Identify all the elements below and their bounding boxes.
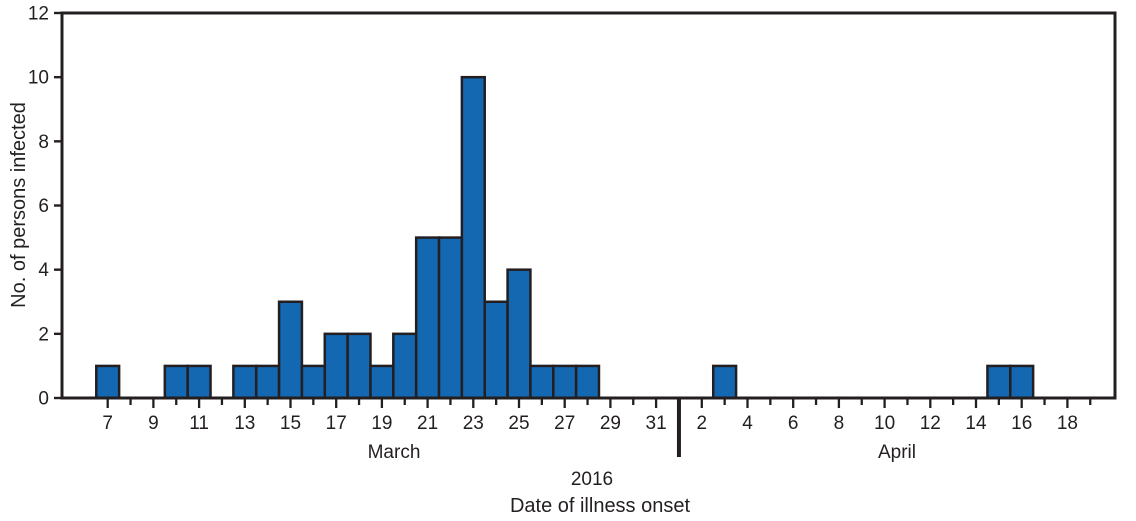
month-label-april: April bbox=[877, 442, 917, 463]
bar-march-10 bbox=[163, 364, 189, 400]
bar-march-15 bbox=[277, 300, 304, 400]
x-tick-label: 17 bbox=[326, 413, 347, 434]
year-label: 2016 bbox=[570, 469, 614, 490]
month-label-march: March bbox=[367, 442, 421, 463]
x-tick-label: 9 bbox=[148, 413, 159, 434]
bar-march-21 bbox=[414, 236, 441, 400]
plot-frame bbox=[60, 11, 1117, 400]
y-axis-title: No. of persons infected bbox=[8, 102, 30, 308]
x-tick-label: 15 bbox=[280, 413, 301, 434]
y-tick-label: 8 bbox=[38, 132, 49, 153]
bar-march-28 bbox=[574, 364, 601, 400]
bar-march-25 bbox=[506, 268, 532, 400]
x-tick-label: 6 bbox=[788, 413, 799, 434]
bar-april-15 bbox=[986, 364, 1012, 400]
x-tick-label: 18 bbox=[1057, 413, 1078, 434]
x-tick-label: 7 bbox=[102, 413, 113, 434]
y-tick-label: 10 bbox=[28, 68, 49, 89]
bar-march-7 bbox=[95, 364, 121, 400]
bar-march-22 bbox=[437, 236, 464, 400]
y-tick-label: 12 bbox=[28, 4, 49, 25]
bar-march-18 bbox=[346, 332, 372, 400]
x-tick-label: 16 bbox=[1011, 413, 1032, 434]
x-axis-title: Date of illness onset bbox=[509, 495, 691, 517]
x-tick-label: 31 bbox=[646, 413, 667, 434]
x-tick-label: 11 bbox=[189, 413, 209, 434]
bar-march-11 bbox=[186, 364, 212, 400]
bar-march-27 bbox=[552, 364, 578, 400]
x-tick-label: 27 bbox=[554, 413, 575, 434]
bar-march-17 bbox=[323, 332, 349, 400]
y-tick-label: 4 bbox=[38, 260, 49, 281]
x-tick-label: 13 bbox=[234, 413, 255, 434]
bar-april-16 bbox=[1009, 364, 1035, 400]
x-tick-label: 8 bbox=[834, 413, 845, 434]
bar-march-20 bbox=[392, 332, 418, 400]
bar-march-14 bbox=[254, 364, 281, 400]
bar-march-24 bbox=[483, 300, 509, 400]
bar-april-3 bbox=[711, 364, 738, 400]
x-tick-label: 21 bbox=[417, 413, 438, 434]
x-tick-label: 12 bbox=[920, 413, 941, 434]
bar-march-16 bbox=[300, 364, 327, 400]
x-tick-label: 25 bbox=[508, 413, 529, 434]
x-tick-label: 19 bbox=[371, 413, 392, 434]
bar-march-23 bbox=[460, 75, 486, 400]
x-tick-label: 4 bbox=[742, 413, 753, 434]
x-tick-label: 2 bbox=[697, 413, 708, 434]
y-tick-label: 6 bbox=[38, 196, 49, 217]
x-tick-label: 29 bbox=[600, 413, 621, 434]
x-tick-label: 10 bbox=[874, 413, 895, 434]
bar-march-26 bbox=[529, 364, 555, 400]
y-tick-label: 0 bbox=[38, 389, 49, 410]
bar-march-19 bbox=[369, 364, 395, 400]
x-tick-label: 23 bbox=[463, 413, 484, 434]
bar-march-13 bbox=[232, 364, 258, 400]
x-tick-label: 14 bbox=[965, 413, 987, 434]
y-tick-label: 2 bbox=[38, 324, 49, 345]
